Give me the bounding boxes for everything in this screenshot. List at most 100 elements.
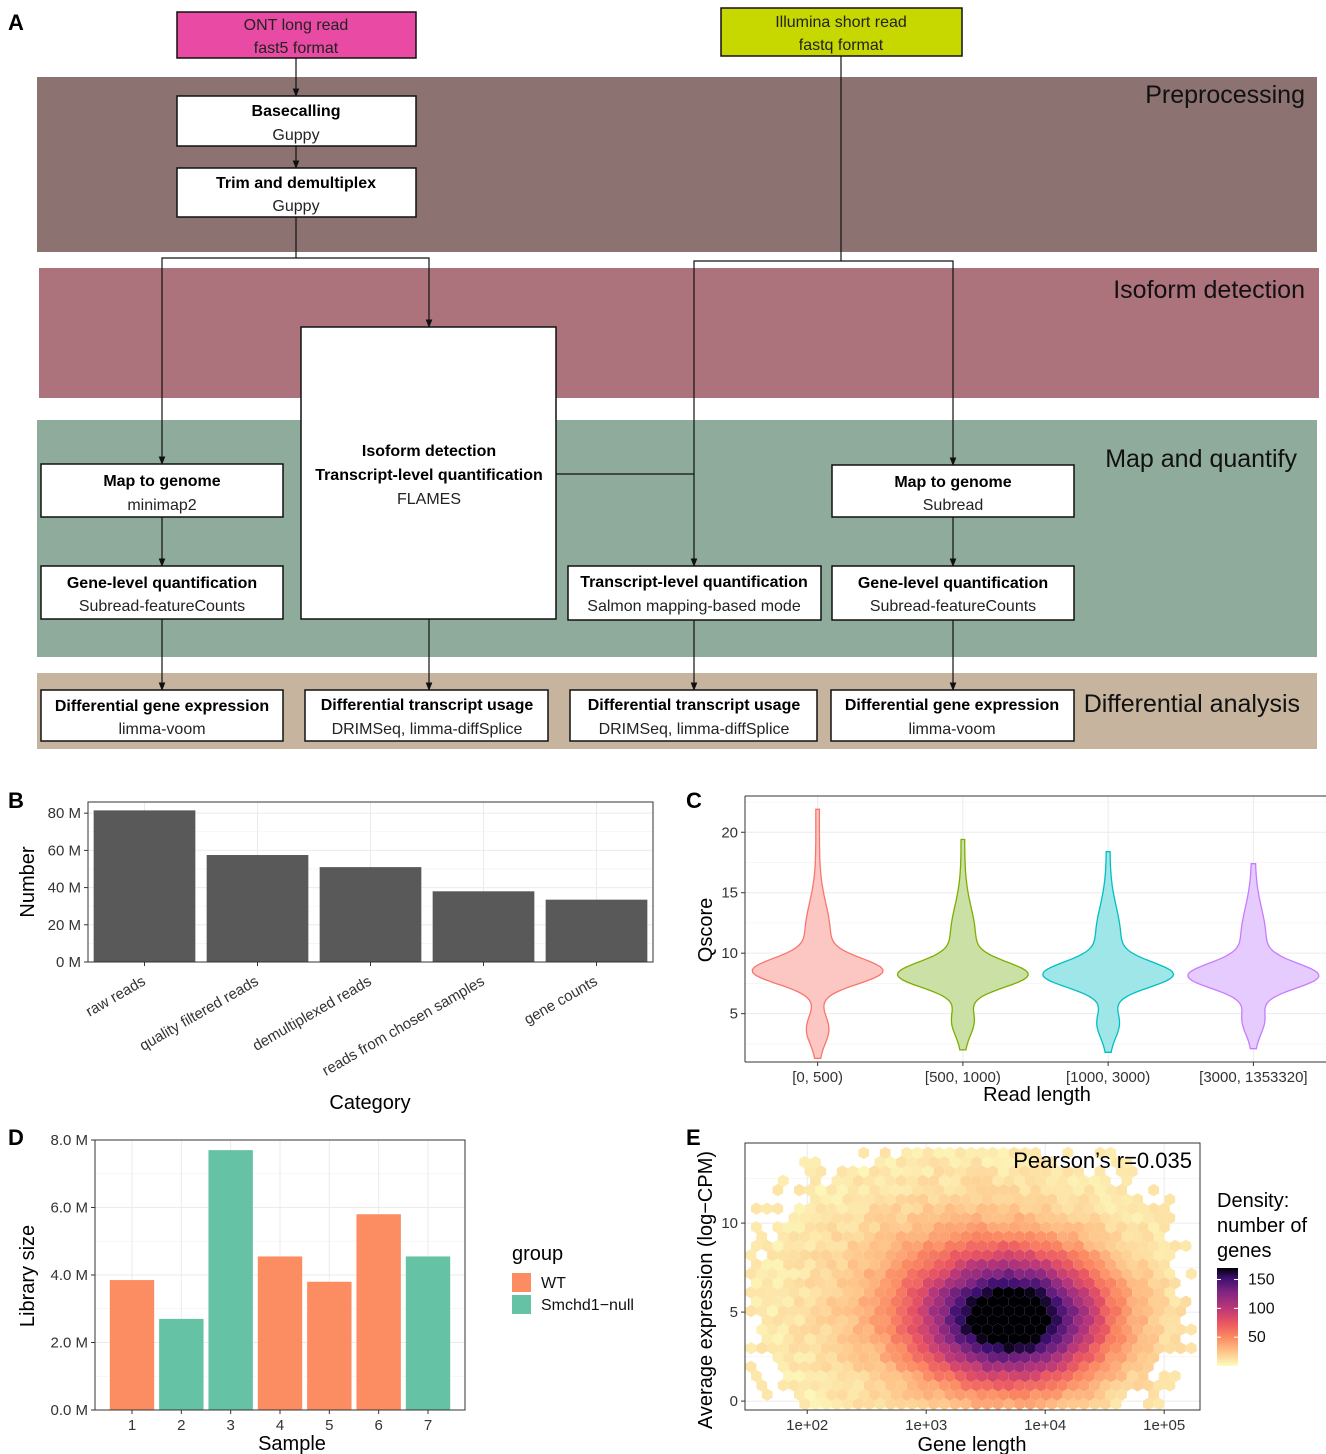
e-hexbin — [987, 1369, 998, 1383]
e-hexbin — [1089, 1174, 1100, 1187]
e-hexbin — [981, 1323, 993, 1336]
e-hexbin — [1164, 1193, 1176, 1206]
e-hexbin — [1062, 1202, 1074, 1215]
e-hexbin — [1030, 1276, 1041, 1290]
b-ytick-label: 0 M — [56, 954, 81, 971]
e-hexbin — [1143, 1342, 1154, 1355]
e-hexbin — [1110, 1249, 1122, 1262]
d-ytick-label: 8.0 M — [50, 1132, 88, 1149]
e-hexbin — [971, 1286, 982, 1299]
e-hexbin — [1062, 1351, 1074, 1364]
e-hexbin — [1057, 1323, 1068, 1336]
e-hexbin — [756, 1304, 768, 1318]
e-hexbin — [981, 1304, 993, 1318]
e-hexbin — [777, 1304, 789, 1318]
e-hexbin — [1008, 1239, 1020, 1253]
panel-a-label: A — [8, 10, 24, 35]
panel-c-label: C — [686, 788, 702, 813]
e-hexbin — [1126, 1202, 1138, 1215]
e-hexbin — [783, 1239, 794, 1253]
e-hexbin — [874, 1397, 886, 1411]
e-hexbin — [890, 1202, 902, 1215]
e-hexbin — [987, 1351, 998, 1364]
e-hexbin — [1024, 1286, 1036, 1299]
e-hexbin — [869, 1369, 880, 1383]
e-xtick-label: 1e+05 — [1143, 1417, 1185, 1434]
e-hexbin — [906, 1156, 918, 1169]
e-hexbin — [917, 1379, 929, 1392]
e-hexbin — [1089, 1323, 1100, 1336]
e-hexbin — [788, 1286, 800, 1299]
e-hexbin — [1169, 1314, 1181, 1327]
e-hexbin — [858, 1165, 870, 1178]
e-hexbin — [1062, 1276, 1074, 1290]
e-hexbin — [1185, 1267, 1197, 1280]
e-hexbin — [1003, 1211, 1015, 1225]
e-hexbin — [998, 1239, 1009, 1253]
e-hexbin — [896, 1304, 907, 1318]
e-hexbin — [863, 1342, 875, 1355]
e-hexbin — [933, 1276, 945, 1290]
b-ytick-label: 80 M — [48, 805, 81, 822]
e-hexbin — [1008, 1146, 1020, 1160]
e-hexbin — [965, 1295, 977, 1308]
e-hexbin — [1078, 1193, 1090, 1206]
e-hexbin — [1116, 1183, 1127, 1197]
e-hexbin — [1035, 1211, 1047, 1225]
e-hexbin — [772, 1332, 784, 1346]
e-hexbin — [831, 1174, 843, 1187]
e-hexbin — [1057, 1230, 1068, 1243]
e-hexbin — [1073, 1276, 1084, 1290]
e-hexbin — [863, 1193, 875, 1206]
e-hexbin — [885, 1249, 896, 1262]
e-hexbin — [1073, 1183, 1084, 1197]
e-annotation: Pearson’s r=0.035 — [1013, 1148, 1192, 1173]
e-hexbin — [1019, 1258, 1031, 1271]
e-hexbin — [901, 1351, 913, 1364]
e-hexbin — [1110, 1304, 1122, 1318]
e-hexbin — [1046, 1230, 1058, 1243]
e-hexbin — [928, 1156, 939, 1169]
e-hexbin — [998, 1369, 1009, 1383]
e-hexbin — [1057, 1360, 1068, 1373]
e-hexbin — [960, 1360, 972, 1373]
e-hexbin — [928, 1193, 939, 1206]
e-hexbin — [826, 1295, 837, 1308]
e-hexbin — [1105, 1295, 1117, 1308]
e-hexbin — [874, 1230, 886, 1243]
c-ytick-label: 10 — [721, 945, 738, 962]
e-hexbin — [1121, 1249, 1133, 1262]
e-hexbin — [1110, 1286, 1122, 1299]
e-hexbin — [1067, 1304, 1079, 1318]
e-hexbin — [847, 1369, 859, 1383]
e-hexbin — [885, 1211, 896, 1225]
e-hexbin — [1116, 1258, 1127, 1271]
e-hexbin — [1014, 1211, 1025, 1225]
e-hexbin — [1035, 1193, 1047, 1206]
b-bar — [319, 867, 422, 962]
e-hexbin — [944, 1351, 955, 1364]
e-hexbin — [847, 1295, 859, 1308]
e-hexbin — [804, 1351, 816, 1364]
e-hexbin — [992, 1360, 1004, 1373]
e-hexbin — [1180, 1239, 1192, 1253]
e-hexbin — [938, 1379, 950, 1392]
e-hexbin — [810, 1304, 821, 1318]
e-hexbin — [777, 1360, 789, 1373]
e-hexbin — [745, 1286, 757, 1299]
e-hexbin — [794, 1314, 805, 1327]
e-hexbin — [1175, 1304, 1186, 1318]
e-hexbin — [981, 1379, 993, 1392]
e-hexbin — [917, 1249, 929, 1262]
c-xtick-label: [1000, 3000) — [1066, 1069, 1150, 1086]
e-hexbin — [992, 1323, 1004, 1336]
e-hexbin — [879, 1351, 891, 1364]
e-hexbin — [826, 1183, 837, 1197]
e-hexbin — [1078, 1174, 1090, 1187]
e-hexbin — [949, 1174, 961, 1187]
e-hexbin — [901, 1146, 913, 1160]
box-gene-quant-long: Gene-level quantification Subread-featur… — [40, 565, 284, 620]
e-hexbin — [1003, 1379, 1015, 1392]
e-hexbin — [783, 1351, 794, 1364]
